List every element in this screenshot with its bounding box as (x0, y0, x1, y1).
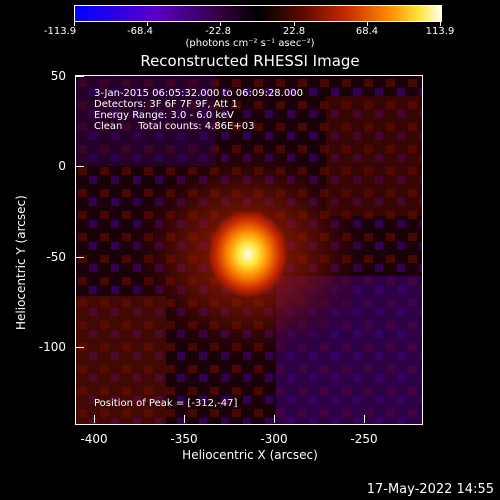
colorbar-tick-label: -22.8 (205, 26, 231, 37)
x-tick-label: -400 (80, 432, 108, 446)
clean-counts-annotation: Clean Total counts: 4.86E+03 (94, 121, 255, 132)
detectors-annotation: Detectors: 3F 6F 7F 9F, Att 1 (94, 99, 238, 110)
peak-position-annotation: Position of Peak = [-312,-47] (94, 398, 238, 409)
x-tick-label: -250 (350, 432, 378, 446)
colorbar-tick-label: 68.4 (355, 26, 379, 37)
y-tick-label: -50 (46, 250, 66, 264)
colorbar-tick-label: -113.9 (43, 26, 77, 37)
x-tick-label: -300 (260, 432, 288, 446)
y-tick-label: -100 (38, 340, 66, 354)
colorbar-units: (photons cm⁻² s⁻¹ asec⁻²) (185, 38, 315, 49)
image-canvas (76, 76, 422, 424)
plot-title: Reconstructed RHESSI Image (140, 52, 360, 70)
rhessi-image: 3-Jan-2015 06:05:32.000 to 06:09:28.000 … (75, 75, 423, 425)
colorbar-tick-label: 22.8 (282, 26, 306, 37)
colorbar-tick-label: -68.4 (127, 26, 153, 37)
x-axis-label: Heliocentric X (arcsec) (182, 448, 318, 462)
timestamp: 17-May-2022 14:55 (366, 482, 494, 497)
y-tick-label: 50 (50, 69, 66, 83)
y-axis-label: Heliocentric Y (arcsec) (14, 195, 28, 330)
energy-range-annotation: Energy Range: 3.0 - 6.0 keV (94, 110, 234, 121)
x-tick-label: -350 (170, 432, 198, 446)
time-range-annotation: 3-Jan-2015 06:05:32.000 to 06:09:28.000 (94, 88, 303, 99)
colorbar (74, 5, 442, 22)
colorbar-tick-label: 113.9 (425, 26, 455, 37)
y-tick-label: 0 (58, 159, 66, 173)
